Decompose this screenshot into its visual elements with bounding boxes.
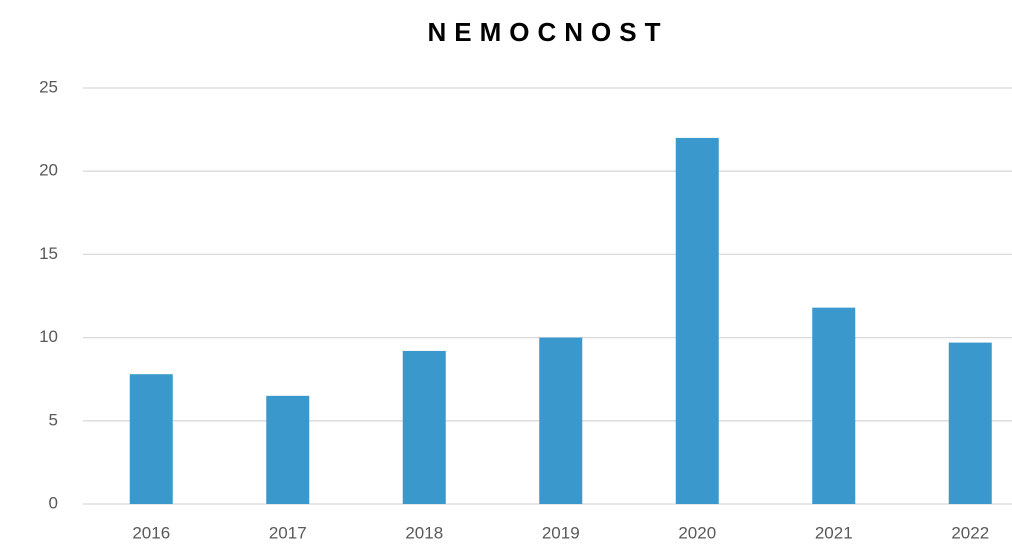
bar (129, 374, 173, 504)
y-tick-label: 10 (39, 327, 58, 346)
y-tick-label: 20 (39, 161, 58, 180)
x-tick-label: 2022 (951, 523, 989, 542)
bar (812, 307, 856, 504)
y-tick-label: 15 (39, 244, 58, 263)
y-tick-label: 25 (39, 77, 58, 96)
bar (402, 350, 446, 504)
x-tick-label: 2016 (132, 523, 170, 542)
bar (266, 395, 310, 504)
x-tick-label: 2018 (405, 523, 443, 542)
y-tick-label: 5 (49, 410, 58, 429)
y-tick-label: 0 (49, 493, 58, 512)
x-tick-label: 2021 (815, 523, 853, 542)
x-tick-label: 2019 (542, 523, 580, 542)
x-tick-label: 2020 (678, 523, 716, 542)
chart-title: NEMOCNOST (428, 17, 669, 47)
bar (948, 342, 992, 504)
bar (539, 337, 583, 504)
x-tick-label: 2017 (269, 523, 307, 542)
bar (675, 137, 719, 505)
